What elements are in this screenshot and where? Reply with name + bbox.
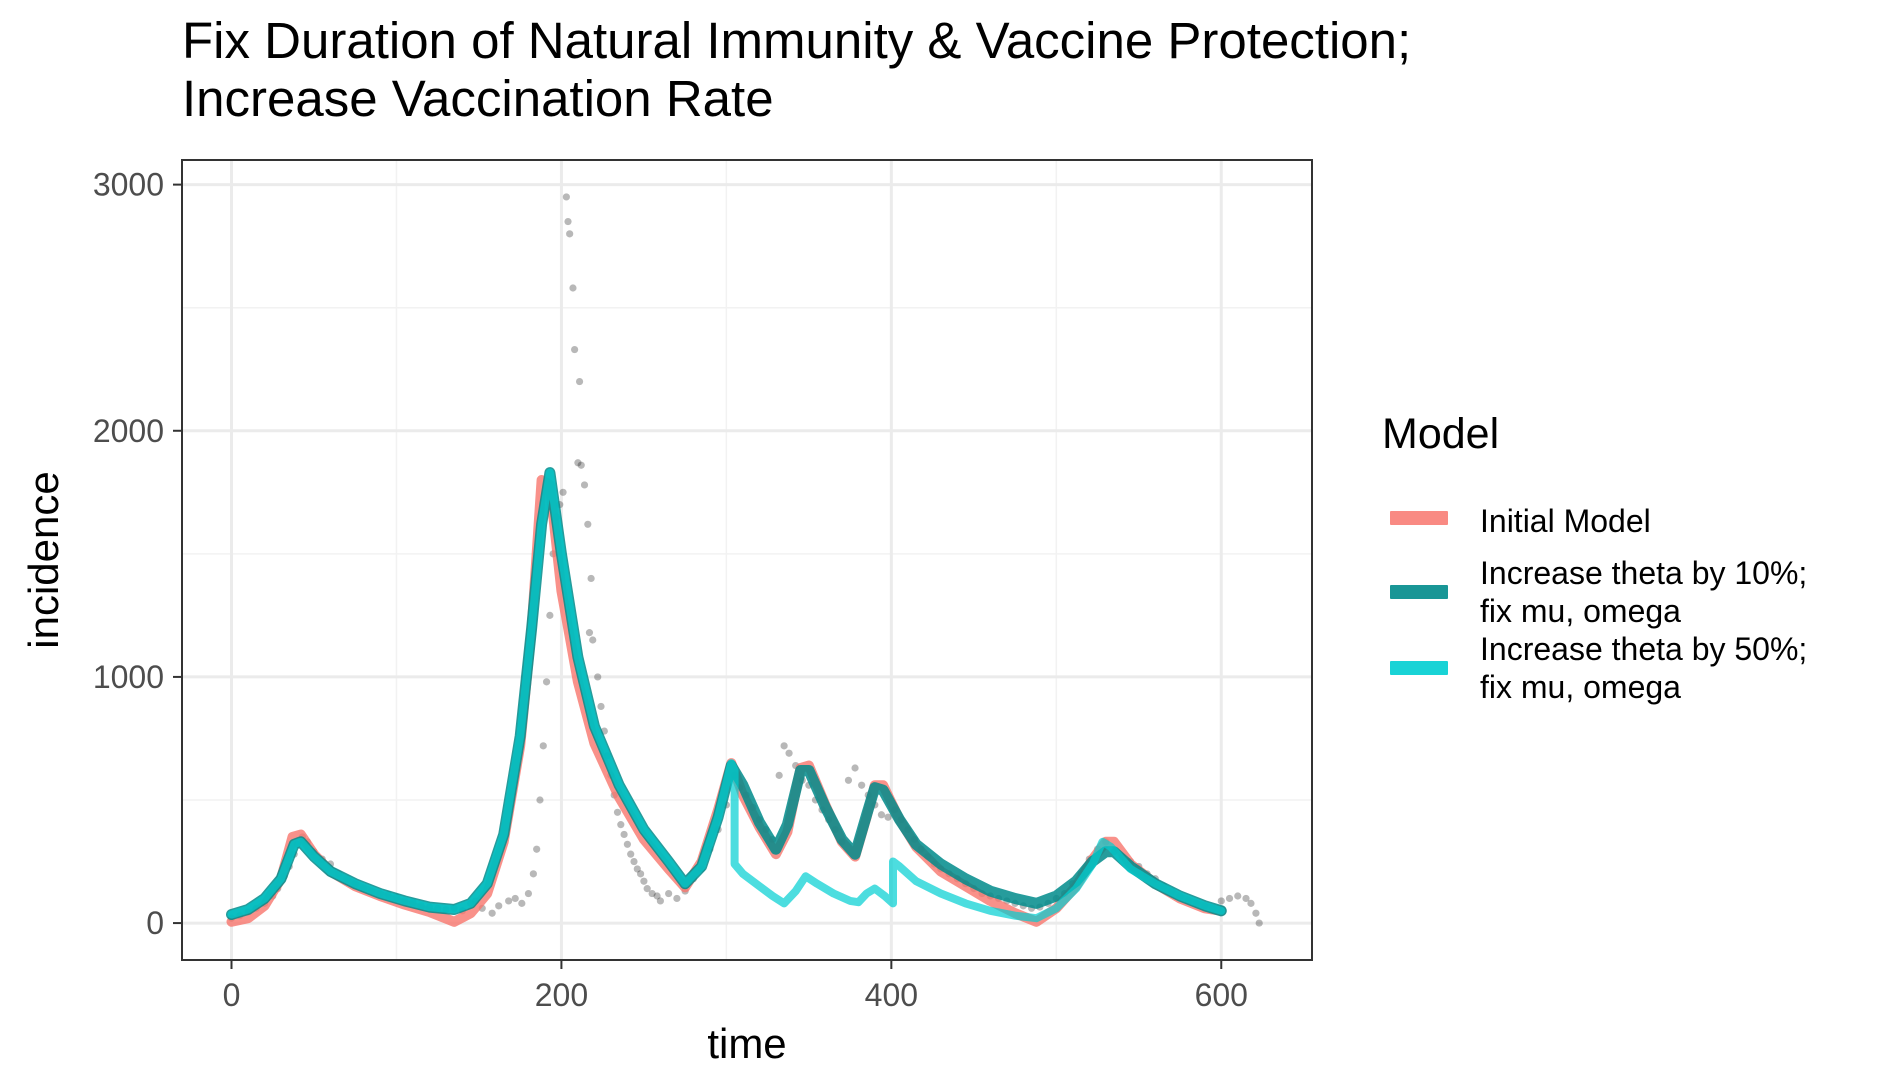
plot-panel-border: [181, 159, 1313, 961]
observed-point: [524, 889, 533, 898]
observed-point: [559, 488, 567, 496]
observed-point: [1255, 919, 1263, 927]
axes: 0 200 400 600 0 1000 2000 3000 time incidence: [20, 167, 1248, 1067]
observed-point: [627, 850, 635, 858]
observed-point: [584, 520, 592, 528]
observed-point: [529, 870, 537, 878]
observed-point: [1225, 894, 1234, 903]
legend-label-initial-model: Initial Model: [1480, 503, 1651, 539]
series-line-3: [227, 468, 1226, 923]
chart-title-line-1: Fix Duration of Natural Immunity & Vacci…: [182, 12, 1412, 69]
observed-point: [575, 377, 584, 386]
observed-point: [775, 771, 783, 779]
y-tick-label: 0: [146, 905, 164, 941]
x-tick-label: 0: [223, 977, 241, 1013]
y-axis-label: incidence: [20, 471, 67, 648]
grid-lines: [182, 160, 1312, 960]
observed-point: [495, 902, 503, 910]
observed-point: [562, 193, 570, 201]
observed-point: [844, 776, 853, 784]
observed-point: [785, 749, 793, 757]
y-tick-label: 3000: [93, 167, 164, 203]
x-tick-label: 600: [1195, 977, 1248, 1013]
observed-point: [511, 894, 519, 903]
observed-point: [780, 742, 788, 750]
observed-point: [571, 345, 579, 354]
observed-point: [623, 840, 632, 848]
observed-point: [665, 889, 673, 898]
model-lines: [226, 467, 1227, 927]
observed-point: [643, 885, 651, 893]
observed-point: [620, 830, 628, 839]
observed-point: [636, 870, 645, 878]
observed-point: [1217, 897, 1225, 905]
legend-title: Model: [1382, 410, 1500, 458]
observed-point: [569, 284, 577, 292]
legend-label-theta-50: Increase theta by 50%; fix mu, omega: [1480, 631, 1808, 705]
observed-point: [533, 845, 541, 853]
observed-point: [633, 865, 641, 873]
observed-point: [656, 897, 664, 905]
observed-point: [589, 636, 597, 644]
observed-point: [673, 894, 681, 903]
observed-point: [597, 702, 605, 711]
observed-point: [536, 796, 544, 804]
observed-point: [1242, 894, 1250, 903]
x-tick-label: 400: [865, 977, 918, 1013]
observed-point: [577, 461, 585, 469]
observed-point: [505, 897, 513, 905]
observed-point: [1247, 899, 1255, 907]
observed-point: [858, 781, 866, 789]
observed-point: [884, 813, 892, 821]
observed-point: [488, 909, 496, 917]
legend-key-initial-model: [1390, 511, 1448, 525]
observed-point: [574, 459, 582, 467]
observed-point: [539, 742, 547, 750]
observed-point: [617, 821, 625, 829]
y-tick-label: 2000: [93, 413, 164, 449]
observed-point: [648, 889, 656, 898]
legend-key-theta-50: [1390, 661, 1448, 675]
x-tick-label: 200: [535, 977, 588, 1013]
plot-panel-background: [182, 160, 1312, 960]
observed-point: [653, 892, 661, 900]
observed-point: [587, 574, 595, 583]
legend-key-theta-10: [1390, 585, 1448, 599]
observed-point: [585, 629, 594, 637]
chart-title-line-2: Increase Vaccination Rate: [182, 70, 774, 127]
observed-point: [877, 811, 886, 819]
observed-point: [1252, 909, 1260, 917]
observed-point: [566, 230, 574, 238]
observed-point: [630, 857, 638, 866]
observed-point: [1234, 892, 1242, 900]
observed-point: [640, 877, 648, 885]
observed-point: [851, 764, 859, 772]
observed-point: [542, 678, 551, 686]
observed-point: [518, 899, 526, 907]
x-axis-label: time: [707, 1020, 786, 1067]
observed-point: [594, 673, 602, 681]
chart-title: Fix Duration of Natural Immunity & Vacci…: [182, 12, 1411, 128]
legend-label-theta-10: Increase theta by 10%; fix mu, omega: [1480, 555, 1808, 629]
observed-point: [580, 481, 589, 489]
observed-point: [613, 808, 622, 816]
observed-point: [546, 611, 554, 619]
observed-point: [564, 217, 572, 226]
y-tick-label: 1000: [93, 659, 164, 695]
